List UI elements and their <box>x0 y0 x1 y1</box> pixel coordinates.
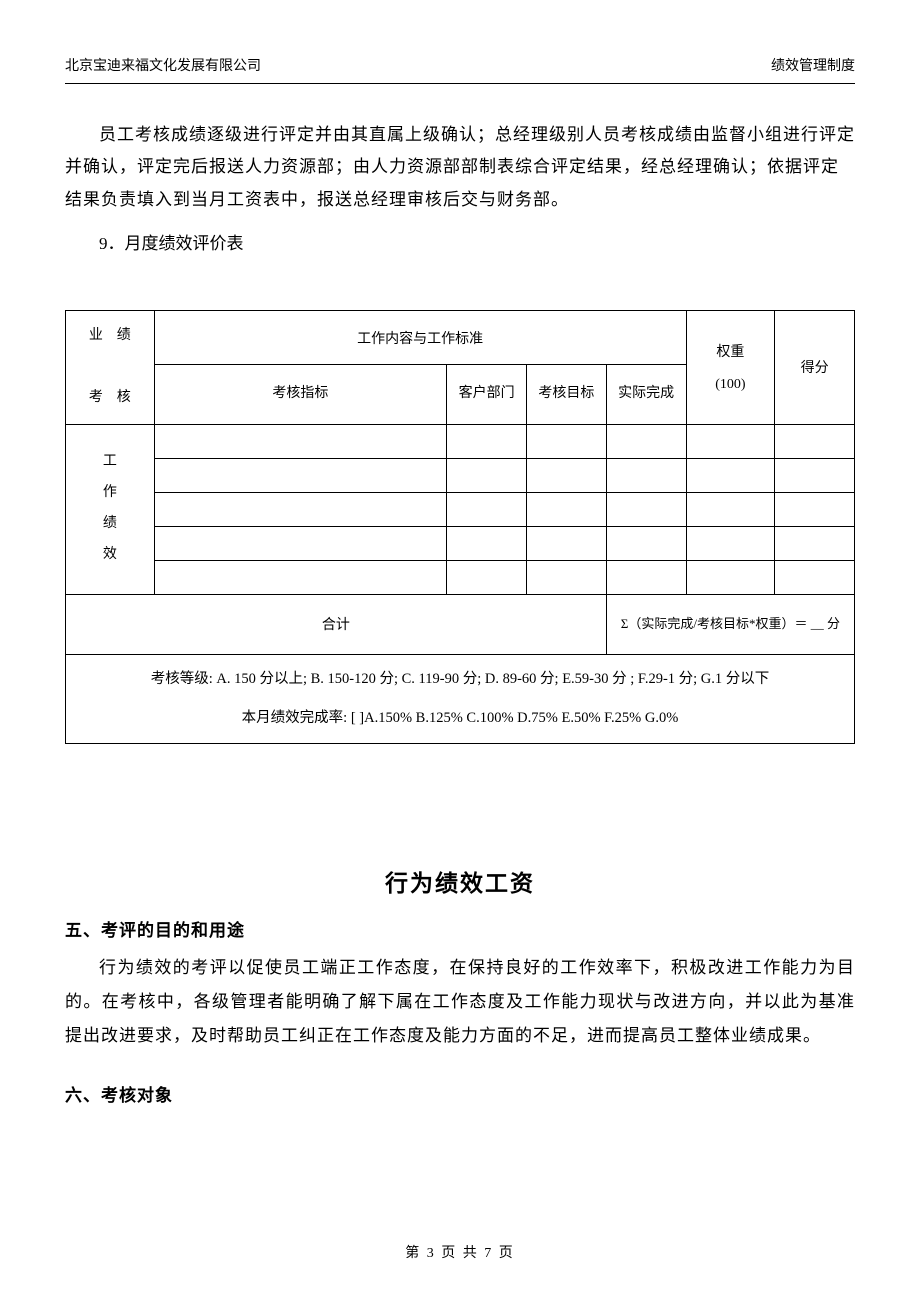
table-cell <box>447 492 527 526</box>
col-assessment-index: 考核指标 <box>154 365 447 424</box>
table-cell <box>526 458 606 492</box>
table-cell <box>775 458 855 492</box>
completion-line: 本月绩效完成率: [ ]A.150% B.125% C.100% D.75% E… <box>72 704 848 733</box>
table-cell <box>154 560 447 594</box>
table-cell <box>606 560 686 594</box>
grade-and-completion: 考核等级: A. 150 分以上; B. 150-120 分; C. 119-9… <box>66 654 855 743</box>
col-actual-completion: 实际完成 <box>606 365 686 424</box>
grade-line: 考核等级: A. 150 分以上; B. 150-120 分; C. 119-9… <box>72 665 848 694</box>
table-cell <box>775 424 855 458</box>
table-cell <box>154 492 447 526</box>
monthly-evaluation-table: 业 绩 考 核 工作内容与工作标准 权重 (100) 得分 考核指标 客户部门 … <box>65 310 855 743</box>
table-cell <box>606 458 686 492</box>
col-weight: 权重 (100) <box>686 311 775 424</box>
table-cell <box>775 526 855 560</box>
page-footer: 第 3 页 共 7 页 <box>0 1242 920 1262</box>
table-cell <box>526 492 606 526</box>
table-cell <box>447 424 527 458</box>
col-client-dept: 客户部门 <box>447 365 527 424</box>
table-cell <box>606 492 686 526</box>
table-cell <box>526 560 606 594</box>
table-cell <box>526 526 606 560</box>
table-cell <box>447 458 527 492</box>
table-cell <box>447 526 527 560</box>
grouphead-work-content: 工作内容与工作标准 <box>154 311 686 365</box>
table-cell <box>154 526 447 560</box>
heading-6: 六、考核对象 <box>65 1081 855 1106</box>
total-label: 合计 <box>66 594 607 654</box>
heading-5: 五、考评的目的和用途 <box>65 916 855 941</box>
table-cell <box>775 492 855 526</box>
table-cell <box>686 526 775 560</box>
section-title-behavior-salary: 行为绩效工资 <box>65 864 855 898</box>
table-cell <box>686 492 775 526</box>
rowhead-performance-assessment: 业 绩 考 核 <box>66 311 155 424</box>
col-assessment-target: 考核目标 <box>526 365 606 424</box>
table-cell <box>154 458 447 492</box>
table-cell <box>526 424 606 458</box>
rowhead-work-performance: 工 作 绩 效 <box>66 424 155 594</box>
table-cell <box>686 458 775 492</box>
table-cell <box>686 424 775 458</box>
table-cell <box>686 560 775 594</box>
header-doc-title: 绩效管理制度 <box>771 55 855 75</box>
table-cell <box>154 424 447 458</box>
table-cell <box>606 526 686 560</box>
col-score: 得分 <box>775 311 855 424</box>
paragraph-5: 行为绩效的考评以促使员工端正工作态度，在保持良好的工作效率下，积极改进工作能力为… <box>65 951 855 1053</box>
total-formula: Σ（实际完成/考核目标*权重）＝ __ 分 <box>606 594 854 654</box>
item-9-label: 9．月度绩效评价表 <box>99 228 855 260</box>
header-company: 北京宝迪来福文化发展有限公司 <box>65 55 261 75</box>
table-cell <box>775 560 855 594</box>
table-cell <box>447 560 527 594</box>
paragraph-evaluation-process: 员工考核成绩逐级进行评定并由其直属上级确认；总经理级别人员考核成绩由监督小组进行… <box>65 119 855 216</box>
table-cell <box>606 424 686 458</box>
page-header: 北京宝迪来福文化发展有限公司 绩效管理制度 <box>65 55 855 84</box>
